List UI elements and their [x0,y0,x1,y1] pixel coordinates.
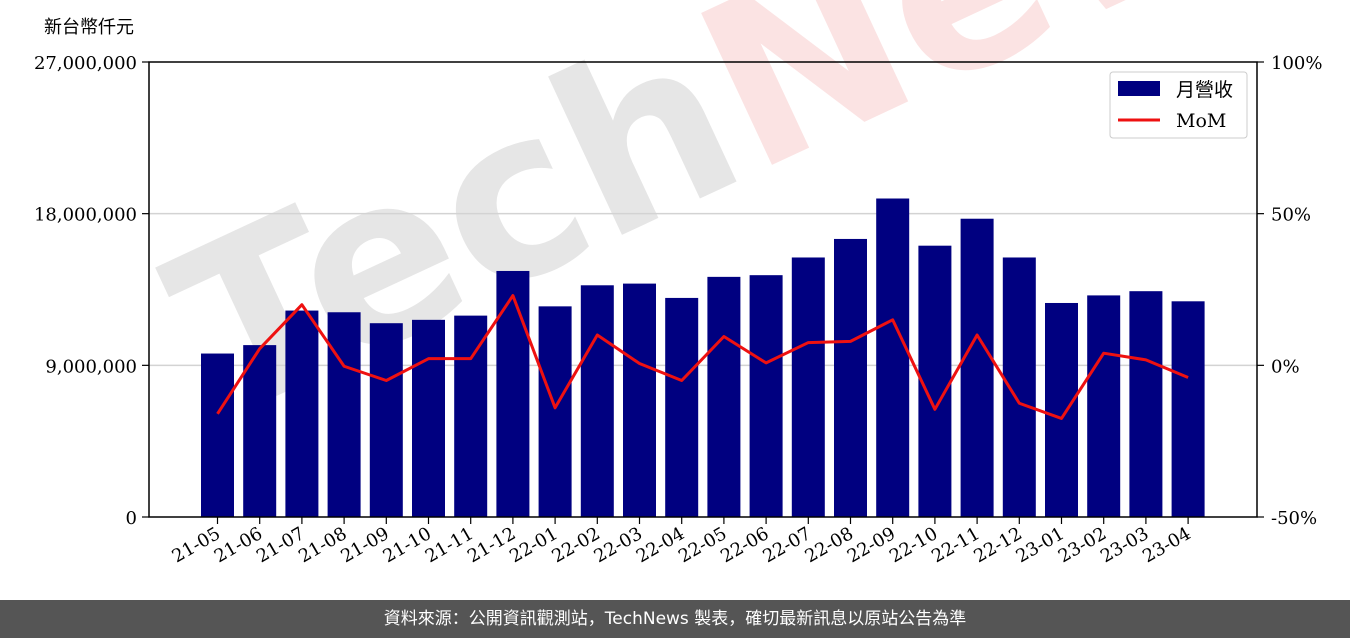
revenue-bar [327,312,361,517]
revenue-bar [960,218,994,517]
revenue-bar [496,270,530,517]
revenue-bar [454,315,488,517]
y-left-tick-label: 0 [126,508,137,529]
legend-bar-swatch [1118,81,1160,96]
y-left-tick-label: 27,000,000 [34,53,137,74]
revenue-bar [201,353,234,517]
revenue-bar [876,198,910,517]
y-right-tick-label: 0% [1271,356,1300,377]
revenue-bar [412,319,445,517]
revenue-bar [749,275,783,517]
bar-series [201,198,1205,517]
revenue-bar [1129,291,1163,517]
y-right-tick-label: 100% [1271,53,1322,74]
revenue-bar [285,310,319,517]
y-left-tick-label: 9,000,000 [45,356,137,377]
revenue-bar [538,306,572,517]
legend-bar-label: 月營收 [1176,79,1233,101]
revenue-bar [1171,301,1205,517]
revenue-bar [918,245,952,517]
revenue-bar [243,345,277,517]
revenue-bar [665,297,699,517]
revenue-bar [707,276,741,517]
legend-line-label: MoM [1176,110,1226,132]
revenue-bar [791,257,825,517]
source-footer: 資料來源：公開資訊觀測站，TechNews 製表，確切最新訊息以原站公告為準 [0,600,1350,638]
revenue-chart: TechNews 09,000,00018,000,00027,000,000-… [34,0,1350,567]
y-left-tick-label: 18,000,000 [34,205,137,226]
line-series [216,294,1189,420]
mom-line [216,294,1189,420]
plot-frame [148,61,1258,518]
legend: 月營收 MoM [1109,71,1248,139]
revenue-bar [623,283,656,517]
revenue-bar [1045,302,1078,517]
y-axis-unit-label: 新台幣仟元 [44,17,134,38]
revenue-bar [369,323,403,517]
revenue-bar [834,238,867,517]
y-right-tick-label: -50% [1271,508,1317,529]
x-tick-label: 23-04 [1139,523,1194,567]
revenue-bar [1087,295,1121,517]
y-right-tick-label: 50% [1271,205,1311,226]
source-text: 資料來源：公開資訊觀測站，TechNews 製表，確切最新訊息以原站公告為準 [383,609,967,629]
revenue-bar [580,285,614,517]
